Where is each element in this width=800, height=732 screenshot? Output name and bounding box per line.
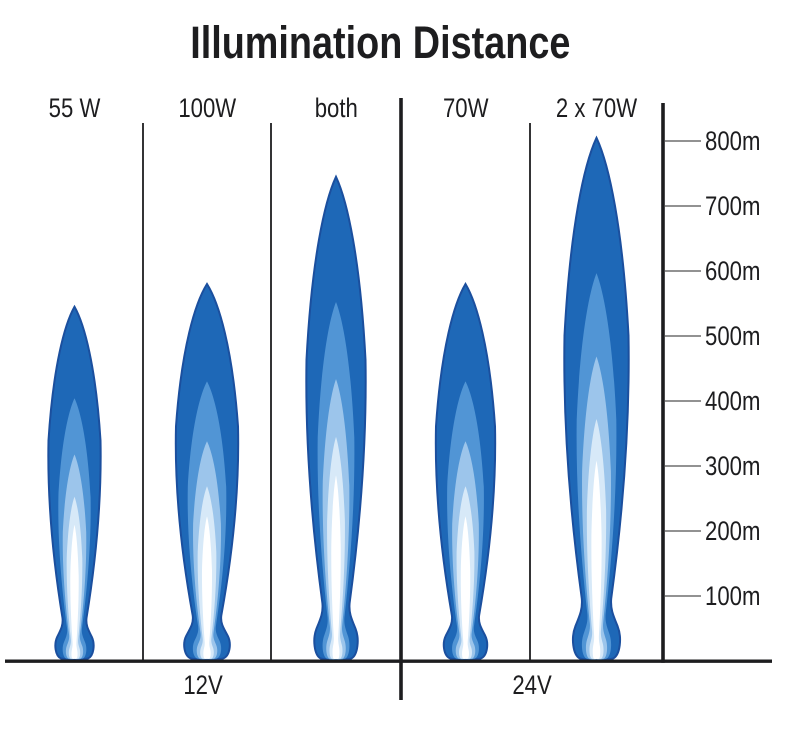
beam-2-x-70w (563, 135, 630, 661)
group-label-24v-text: 24V (512, 670, 552, 700)
group-label-12v-text: 12V (183, 670, 224, 700)
axis-tick-label-400-text: 400m (705, 386, 761, 416)
axis-tick-label-600: 600m (705, 256, 773, 286)
beam-layer-4 (331, 475, 341, 659)
axis-tick-label-500: 500m (705, 321, 773, 351)
axis-tick-label-500-text: 500m (705, 321, 761, 351)
axis-tick-label-100-text: 100m (705, 581, 761, 611)
axis-tick-label-300: 300m (705, 451, 773, 481)
group-label-12v: 12V (134, 670, 274, 700)
axis-tick-label-600-text: 600m (705, 256, 761, 286)
series-label-2-x-70w-text: 2 x 70W (555, 93, 638, 123)
beam-55-w (47, 304, 102, 661)
axis-tick-label-700: 700m (705, 191, 773, 221)
beam-layer-4 (460, 516, 471, 659)
beam-both (305, 174, 367, 661)
axis-tick-label-800: 800m (705, 126, 773, 156)
axis-tick-label-400: 400m (705, 386, 773, 416)
axis-tick-label-200-text: 200m (705, 516, 761, 546)
chart-title: Illumination Distance (189, 17, 571, 68)
axis-tick-label-200: 200m (705, 516, 773, 546)
series-label-100w-text: 100W (178, 93, 236, 123)
beam-100w (174, 282, 240, 661)
group-label-24v: 24V (462, 670, 602, 700)
series-label-2-x-70w: 2 x 70W (527, 93, 667, 123)
series-label-100w: 100W (137, 93, 277, 123)
beam-layer-4 (201, 516, 213, 659)
series-label-70w-text: 70W (442, 93, 489, 123)
beam-layer-4 (70, 524, 79, 659)
axis-tick-label-700-text: 700m (705, 191, 761, 221)
series-label-55-w-text: 55 W (48, 93, 101, 123)
series-label-55-w: 55 W (5, 93, 145, 123)
axis-tick-label-800-text: 800m (705, 126, 761, 156)
axis-tick-label-300-text: 300m (705, 451, 761, 481)
chart-title-row: Illumination Distance (0, 19, 760, 67)
axis-tick-label-100: 100m (705, 581, 773, 611)
series-label-both-text: both (314, 93, 358, 123)
beam-layer-4 (591, 460, 602, 659)
series-label-both: both (266, 93, 406, 123)
series-label-70w: 70W (396, 93, 536, 123)
beam-70w (434, 282, 497, 661)
